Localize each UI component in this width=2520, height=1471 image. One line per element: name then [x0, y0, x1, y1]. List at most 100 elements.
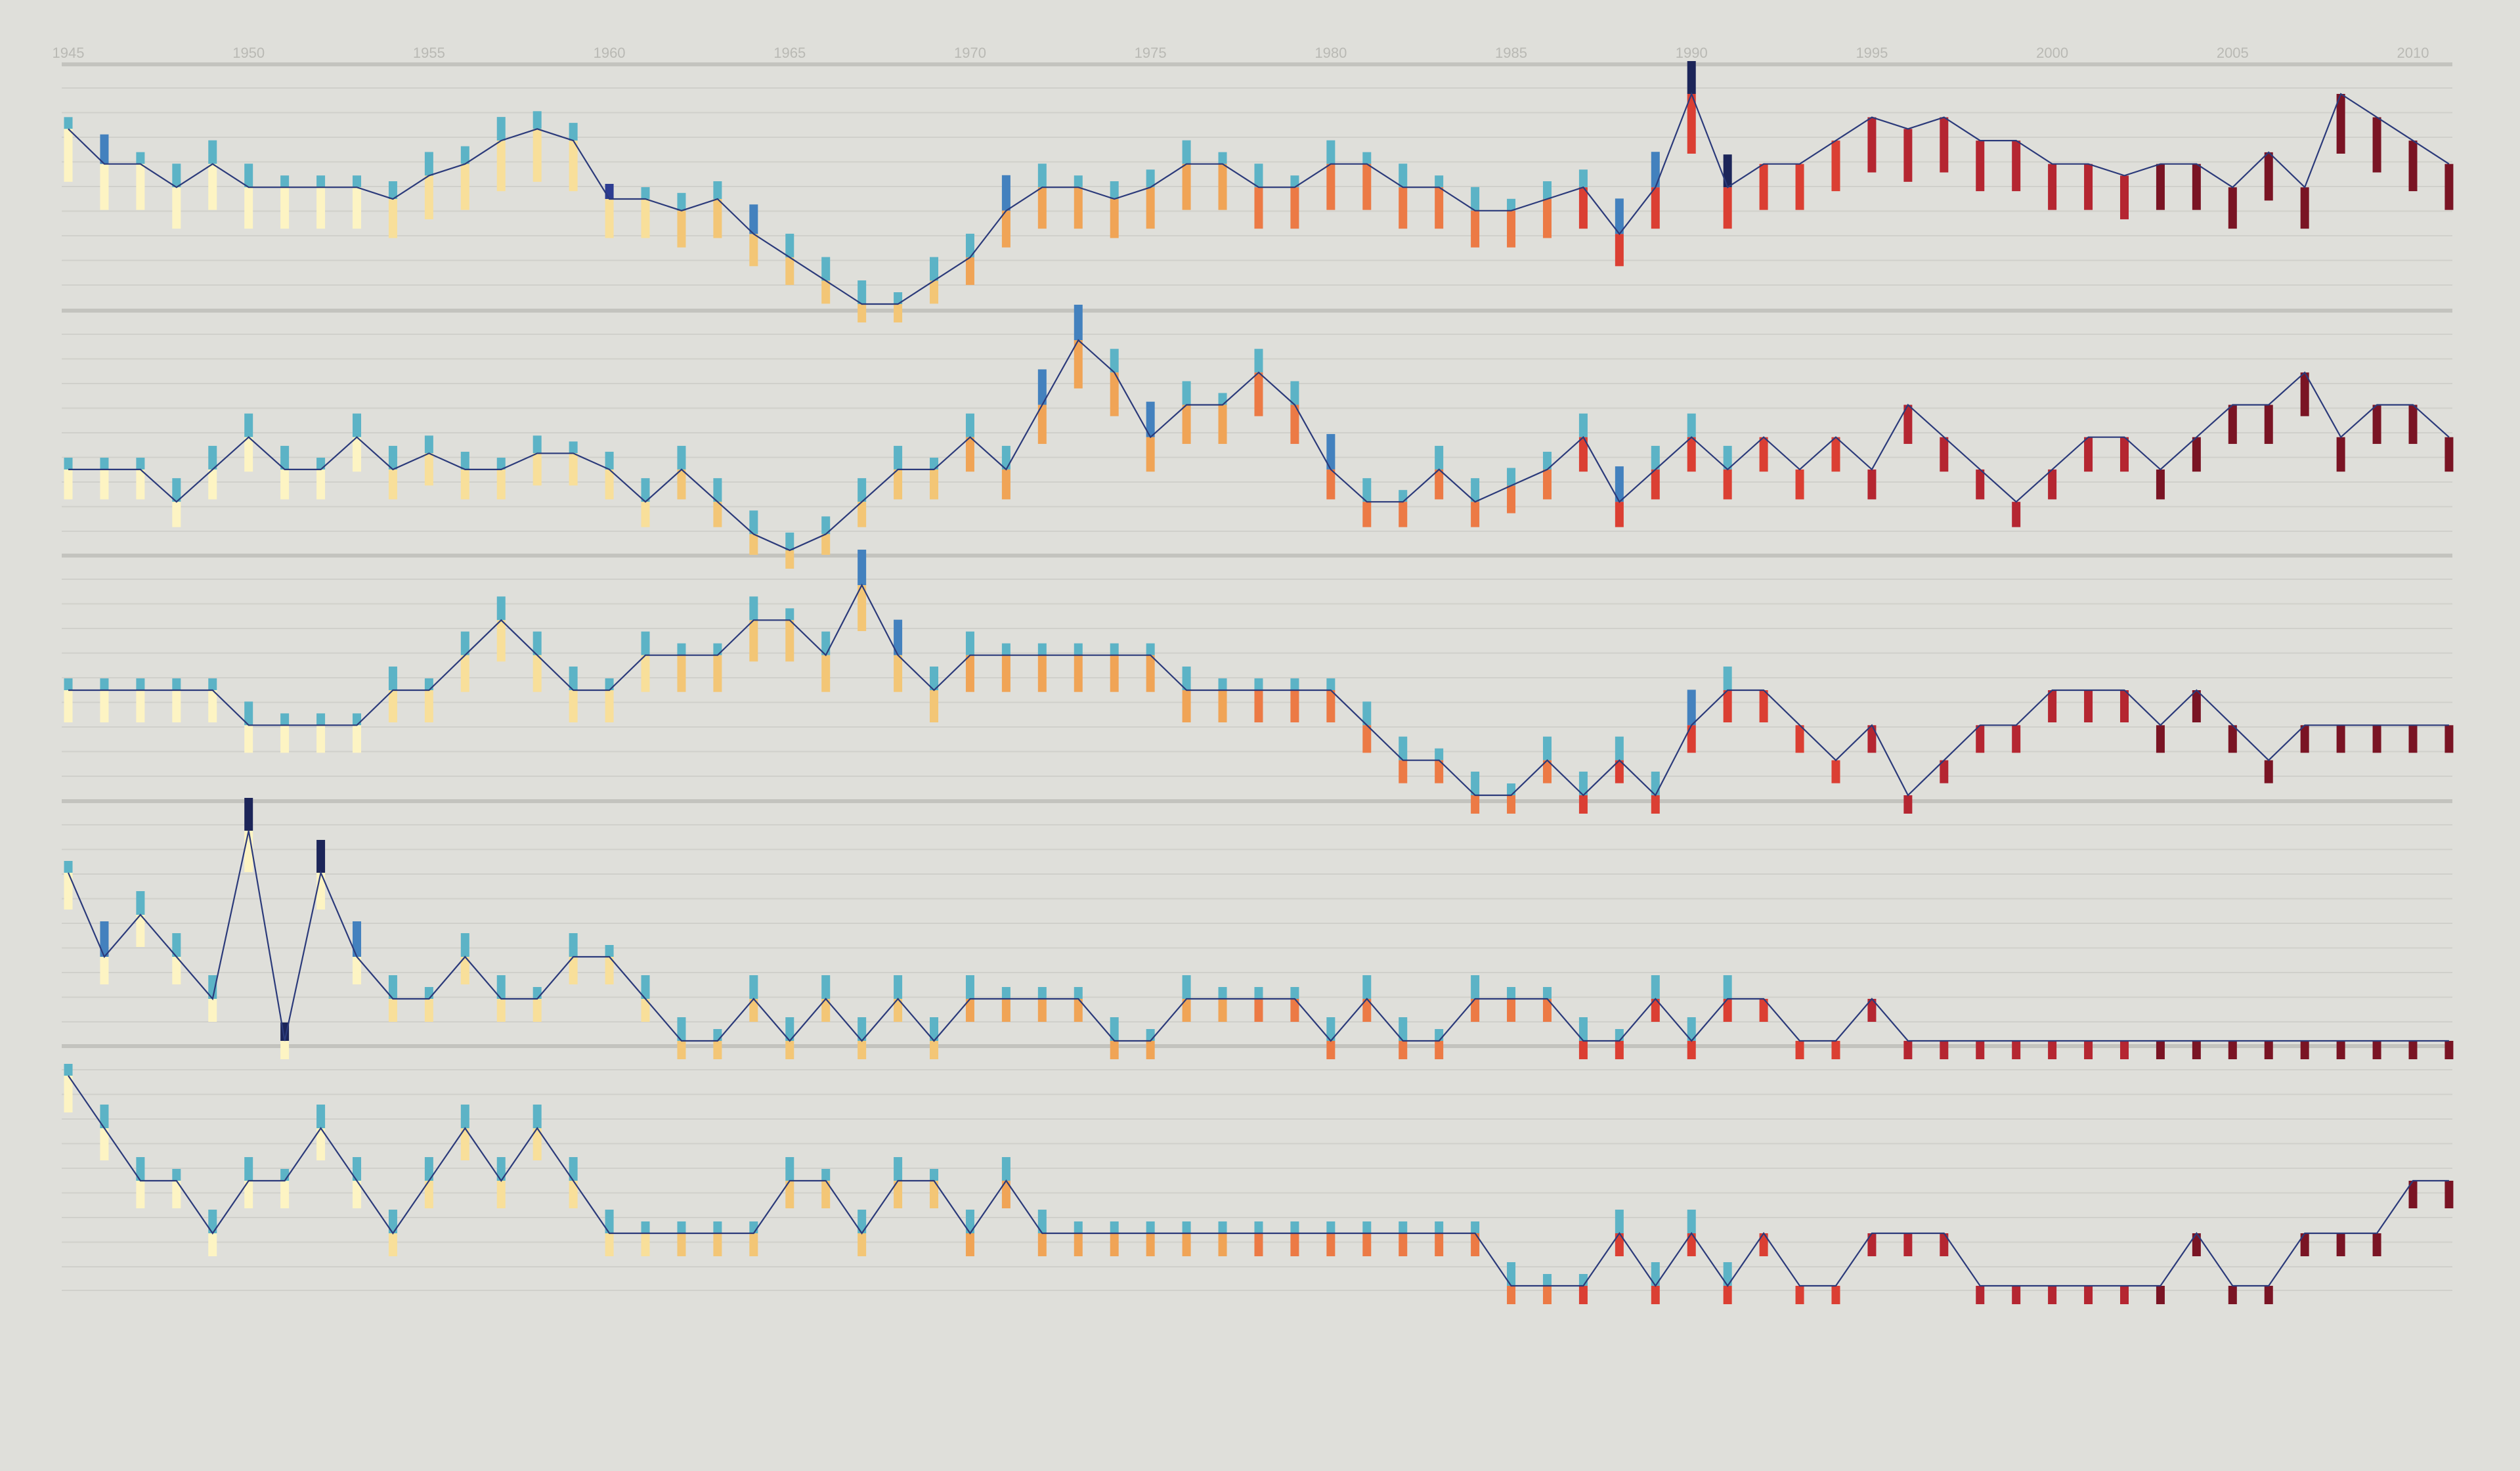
- bar-above: [677, 643, 686, 655]
- bar-above: [1507, 198, 1516, 211]
- bar-above: [1110, 1221, 1119, 1233]
- bar-above: [1651, 445, 1660, 470]
- bar-above: [1399, 490, 1408, 502]
- bar-below: [2156, 469, 2165, 500]
- bar-above: [1723, 667, 1732, 690]
- bar-below: [1037, 1233, 1047, 1256]
- bar-below: [1471, 795, 1480, 814]
- bar-above: [460, 1105, 469, 1128]
- bar-below: [569, 957, 578, 984]
- x-tick-label: 1950: [232, 45, 265, 61]
- bar-below: [1326, 469, 1336, 500]
- bar-below: [2408, 141, 2418, 192]
- bar-below: [785, 1041, 794, 1059]
- bar-above: [713, 181, 722, 199]
- bar-below: [532, 1128, 542, 1160]
- bar-below: [1903, 129, 1913, 182]
- bar-below: [244, 187, 253, 229]
- bar-below: [605, 957, 614, 984]
- bar-above: [641, 187, 650, 199]
- bar-above: [353, 1157, 362, 1181]
- bar-above: [353, 921, 362, 957]
- bar-above: [208, 445, 217, 470]
- bar-above: [1542, 736, 1552, 760]
- bar-below: [2228, 1286, 2237, 1304]
- bar-below: [1146, 437, 1155, 472]
- bar-above: [136, 891, 145, 915]
- bar-above: [1074, 643, 1083, 655]
- bar-above: [1615, 198, 1624, 234]
- bar-below: [2012, 725, 2021, 753]
- bar-above: [1146, 643, 1155, 655]
- bar-above: [1399, 1221, 1408, 1233]
- bar-below: [2444, 437, 2454, 472]
- bar-below: [858, 502, 867, 527]
- bar-above: [1110, 643, 1119, 655]
- series-line: [68, 339, 2450, 552]
- bar-below: [2119, 175, 2129, 219]
- bar-below: [1001, 999, 1010, 1022]
- bar-above: [641, 478, 650, 502]
- bar-below: [1940, 1041, 1949, 1059]
- bar-below: [894, 469, 903, 500]
- bar-below: [1867, 1233, 1877, 1256]
- bar-below: [2084, 437, 2093, 472]
- bar-below: [424, 690, 433, 722]
- x-tick-label: 1985: [1495, 45, 1527, 61]
- bar-below: [1578, 187, 1588, 229]
- bar-above: [64, 678, 73, 690]
- bar-above: [1615, 466, 1624, 502]
- bar-below: [316, 725, 326, 753]
- bar-above: [965, 1210, 974, 1233]
- bar-below: [1867, 725, 1877, 753]
- bar-below: [1687, 1041, 1696, 1059]
- bar-below: [2336, 725, 2345, 753]
- bar-below: [280, 469, 290, 500]
- bar-above: [894, 1157, 903, 1181]
- bar-below: [1940, 117, 1949, 173]
- bar-above: [1615, 736, 1624, 760]
- bar-below: [894, 999, 903, 1022]
- bar-above: [1723, 154, 1732, 188]
- bar-above: [1687, 413, 1696, 437]
- bar-above: [894, 619, 903, 655]
- bar-above: [424, 1157, 433, 1181]
- bar-below: [1759, 1233, 1768, 1256]
- bar-below: [2372, 405, 2381, 444]
- bar-below: [496, 620, 506, 662]
- bar-above: [605, 945, 614, 957]
- bar-above: [1290, 1221, 1299, 1233]
- bar-below: [2084, 164, 2093, 210]
- bar-below: [930, 1041, 939, 1059]
- bar-below: [569, 1181, 578, 1208]
- bar-above: [1074, 175, 1083, 188]
- bar-below: [1542, 760, 1552, 783]
- bar-above: [1146, 1221, 1155, 1233]
- bar-above: [532, 631, 542, 655]
- bar-above: [1471, 187, 1480, 211]
- bar-above: [1615, 1210, 1624, 1233]
- bar-below: [1110, 372, 1119, 416]
- bar-below: [2444, 164, 2454, 210]
- bar-above: [136, 1157, 145, 1181]
- bar-below: [894, 655, 903, 692]
- bar-below: [821, 999, 831, 1022]
- bar-above: [1254, 987, 1263, 999]
- bar-below: [2192, 1233, 2201, 1256]
- bar-below: [1976, 141, 1985, 192]
- bar-below: [1507, 999, 1516, 1022]
- bar-above: [605, 678, 614, 690]
- bars-layer: [64, 61, 2454, 1304]
- bar-below: [2264, 1041, 2273, 1059]
- bar-above: [172, 478, 181, 502]
- bar-above: [1507, 987, 1516, 999]
- bar-below: [2156, 1041, 2165, 1059]
- bar-below: [1435, 1233, 1444, 1256]
- bar-above: [1218, 1221, 1227, 1233]
- bar-above: [1037, 643, 1047, 655]
- bar-below: [965, 437, 974, 472]
- bar-above: [1471, 975, 1480, 999]
- bar-above: [388, 1210, 397, 1233]
- bar-above: [605, 1210, 614, 1233]
- bar-above: [749, 1221, 758, 1233]
